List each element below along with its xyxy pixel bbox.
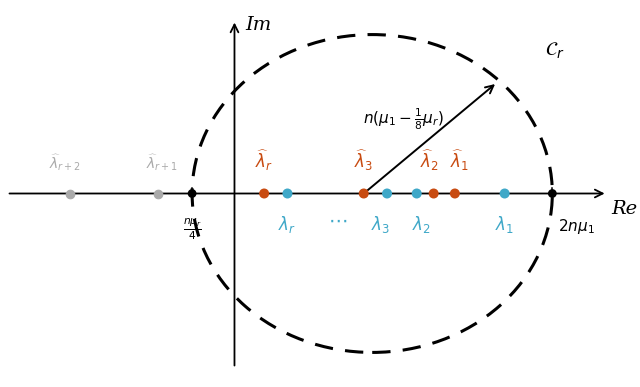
Text: Re: Re [612,200,638,218]
Point [65,190,76,197]
Text: $\lambda_1$: $\lambda_1$ [495,214,514,235]
Text: $\cdots$: $\cdots$ [328,212,347,229]
Point [450,190,460,197]
Point [429,190,439,197]
Point [358,190,369,197]
Text: $\widehat{\lambda}_{r+2}$: $\widehat{\lambda}_{r+2}$ [49,153,81,173]
Point [547,190,557,197]
Point [382,190,392,197]
Text: $\frac{n\mu_r}{4}$: $\frac{n\mu_r}{4}$ [182,217,202,242]
Text: $\widehat{\lambda}_2$: $\widehat{\lambda}_2$ [420,148,439,173]
Text: Im: Im [245,15,271,34]
Text: $\lambda_3$: $\lambda_3$ [371,214,390,235]
Text: $2n\mu_1$: $2n\mu_1$ [557,217,595,236]
Point [500,190,510,197]
Point [282,190,292,197]
Text: $\widehat{\lambda}_{r+1}$: $\widehat{\lambda}_{r+1}$ [147,153,179,173]
Point [153,190,163,197]
Point [187,190,197,197]
Text: $\lambda_r$: $\lambda_r$ [278,214,296,235]
Text: $\mathcal{C}_r$: $\mathcal{C}_r$ [545,40,564,61]
Text: $\widehat{\lambda}_r$: $\widehat{\lambda}_r$ [255,148,273,173]
Text: $\lambda_2$: $\lambda_2$ [412,214,430,235]
Point [412,190,422,197]
Text: $\widehat{\lambda}_1$: $\widehat{\lambda}_1$ [449,148,468,173]
Text: $\widehat{\lambda}_3$: $\widehat{\lambda}_3$ [354,148,373,173]
Point [358,190,369,197]
Point [259,190,269,197]
Text: $n(\mu_1 - \frac{1}{8}\mu_r)$: $n(\mu_1 - \frac{1}{8}\mu_r)$ [364,106,445,132]
